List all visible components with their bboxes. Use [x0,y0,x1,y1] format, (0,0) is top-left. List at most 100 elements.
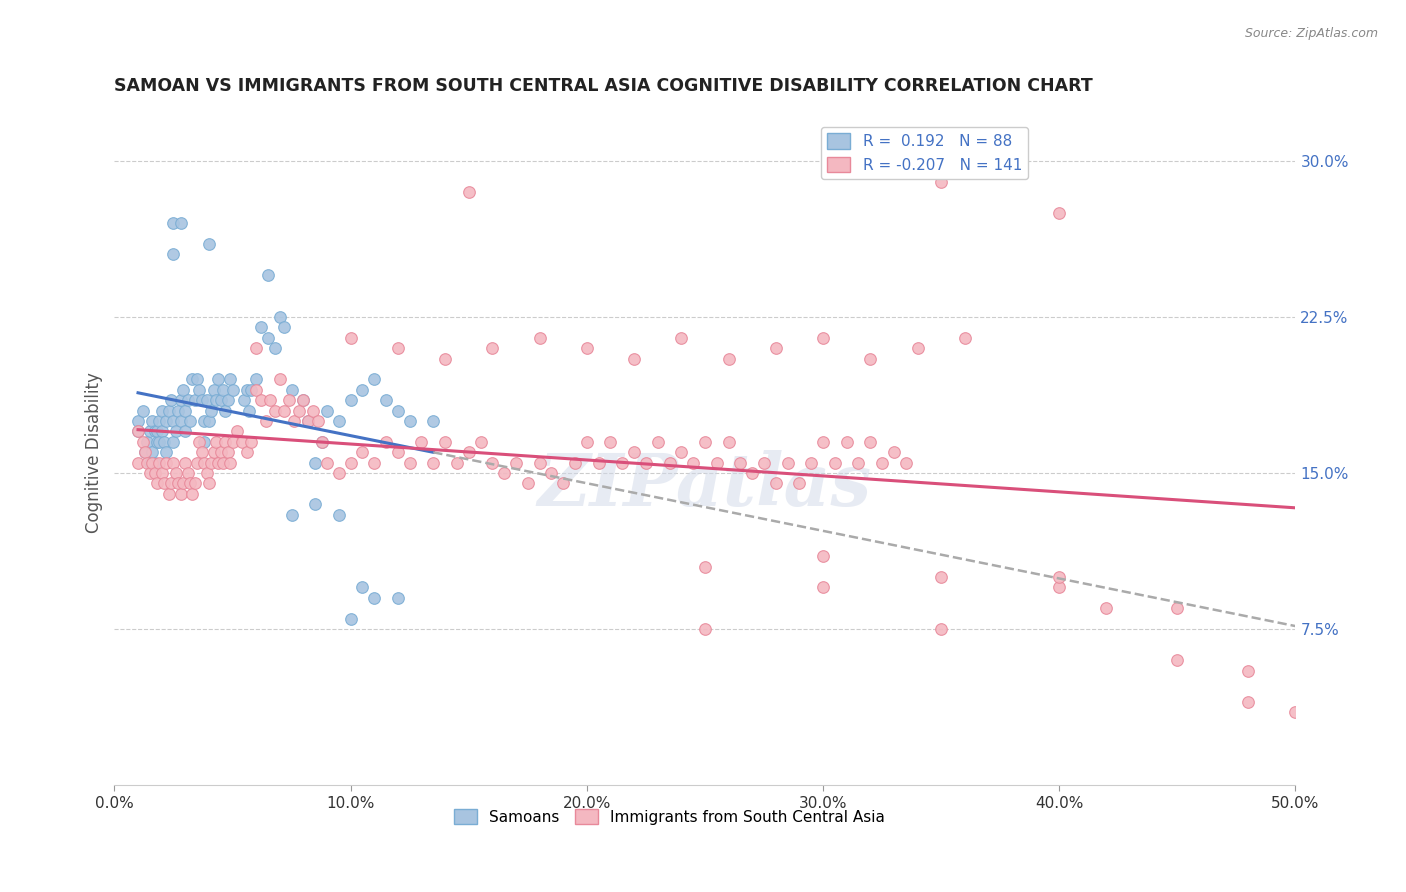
Point [883,445,905,459]
Point [634,456,657,470]
Point [165,425,187,439]
Point [375,393,398,408]
Point [155,414,177,428]
Point [457,445,479,459]
Point [219,372,242,386]
Point [148,434,170,449]
Point [1047,206,1070,220]
Point [434,434,457,449]
Point [776,456,799,470]
Point [221,383,243,397]
Point [214,434,236,449]
Point [907,341,929,355]
Point [339,612,361,626]
Point [307,414,329,428]
Point [191,393,214,408]
Point [231,434,253,449]
Point [172,476,194,491]
Point [174,425,197,439]
Point [195,393,218,408]
Point [162,247,184,261]
Point [181,487,204,501]
Point [176,393,198,408]
Point [682,456,704,470]
Point [212,383,235,397]
Point [240,434,263,449]
Point [297,414,319,428]
Point [193,456,215,470]
Point [283,414,305,428]
Point [169,414,191,428]
Point [202,445,225,459]
Point [457,185,479,199]
Point [671,445,693,459]
Point [929,570,952,584]
Point [235,445,257,459]
Point [765,476,787,491]
Point [859,351,882,366]
Point [1047,581,1070,595]
Point [800,456,823,470]
Point [214,403,236,417]
Point [339,331,361,345]
Point [155,456,177,470]
Point [434,351,457,366]
Point [494,466,516,480]
Point [174,456,197,470]
Point [245,372,267,386]
Point [375,434,398,449]
Point [200,456,222,470]
Point [162,216,184,230]
Point [146,425,169,439]
Point [422,414,444,428]
Point [169,216,191,230]
Point [811,331,834,345]
Point [316,456,339,470]
Point [671,331,693,345]
Point [301,403,323,417]
Point [205,434,228,449]
Point [929,175,952,189]
Point [165,466,187,480]
Legend: Samoans, Immigrants from South Central Asia: Samoans, Immigrants from South Central A… [449,803,891,830]
Point [219,456,242,470]
Point [339,456,361,470]
Point [186,456,208,470]
Point [859,434,882,449]
Point [765,341,787,355]
Point [811,549,834,564]
Point [139,456,162,470]
Point [304,456,326,470]
Point [188,434,211,449]
Point [264,341,287,355]
Point [233,393,256,408]
Point [273,320,295,334]
Point [132,434,155,449]
Point [387,445,409,459]
Point [257,268,280,283]
Point [141,445,163,459]
Point [259,393,281,408]
Point [481,456,503,470]
Point [693,559,716,574]
Point [280,508,302,522]
Point [316,403,339,417]
Point [292,393,315,408]
Point [141,456,163,470]
Point [623,445,645,459]
Point [179,476,201,491]
Point [183,393,205,408]
Point [516,476,538,491]
Point [1047,570,1070,584]
Point [811,581,834,595]
Point [157,487,180,501]
Point [146,434,169,449]
Point [160,393,183,408]
Point [470,434,492,449]
Point [564,456,586,470]
Point [191,445,214,459]
Point [162,456,184,470]
Point [352,445,374,459]
Point [929,622,952,636]
Point [195,466,218,480]
